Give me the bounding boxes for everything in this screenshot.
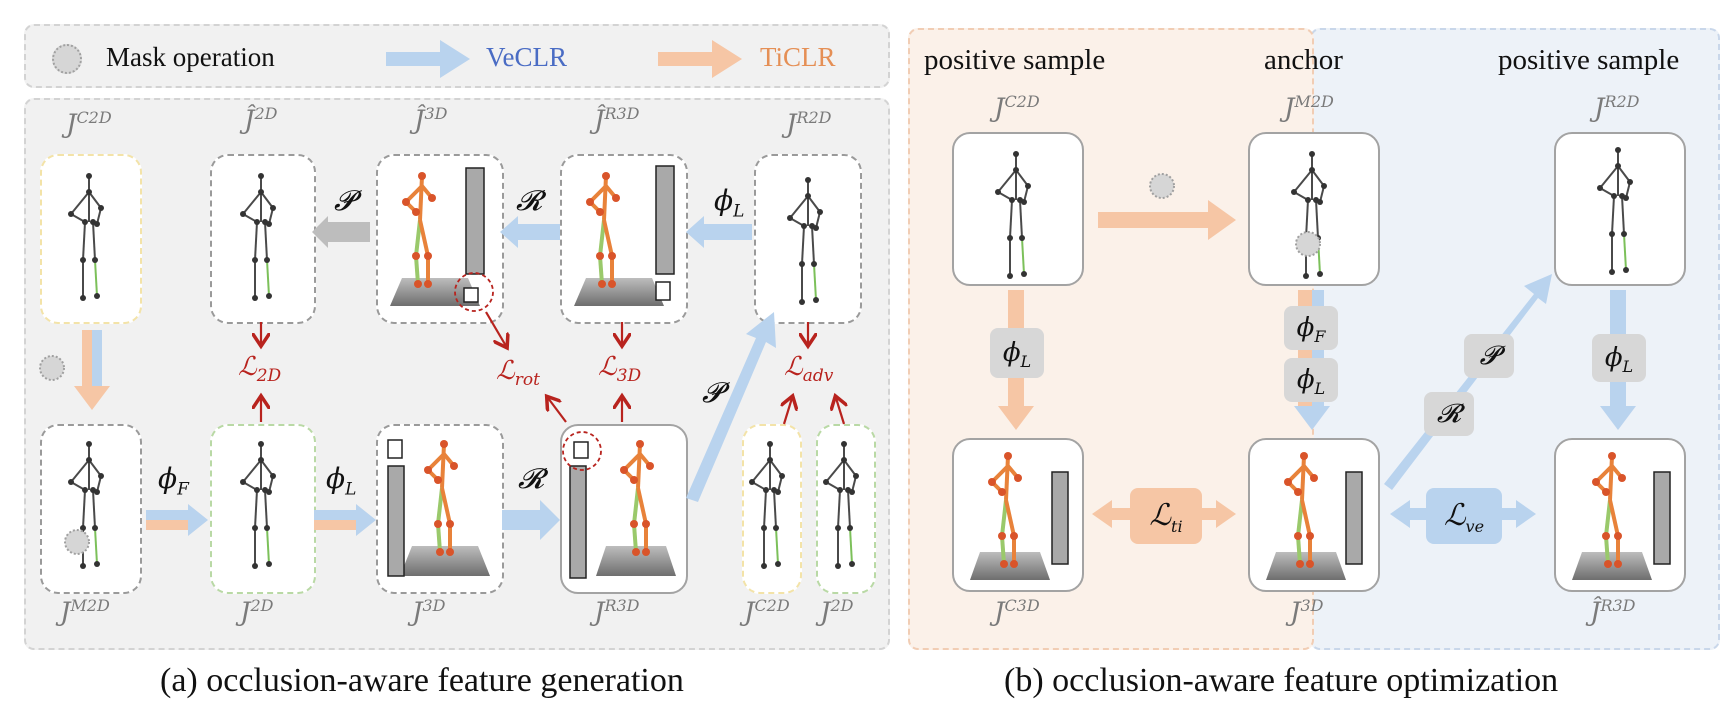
skeleton-a-2d <box>239 440 277 570</box>
arrow-phif-orange <box>146 520 190 530</box>
arrow-phil-blue <box>314 510 358 520</box>
loss-adv: ℒadv <box>784 352 834 387</box>
mask-icon-b <box>1149 173 1175 199</box>
arrow-rot-top <box>500 216 560 248</box>
arrow-ladv-left <box>784 398 792 425</box>
label-a-bottom-m2d: JM2D <box>60 596 110 628</box>
loss-ve: ℒve <box>1426 488 1502 544</box>
tag-b-phil-center: ϕL <box>1284 358 1338 402</box>
node-a-c2d-bottom <box>742 424 802 594</box>
skeleton-b-c2d <box>994 150 1032 280</box>
label-a-top-hat3d: Ĵ3D <box>414 104 448 136</box>
op-proj-diagonal: 𝓟 <box>702 376 723 409</box>
scene-b-3d <box>1266 450 1363 580</box>
arrow-phil-top <box>686 216 752 248</box>
node-a-hat-2d <box>210 154 316 324</box>
legend-ticlr-arrow <box>658 40 742 78</box>
label-a-top-hat2d: Ĵ2D <box>244 104 278 136</box>
arrow-phil-head <box>356 504 376 536</box>
label-a-bottom-r3d: JR3D <box>594 596 640 628</box>
scene-b-c3d <box>970 450 1069 580</box>
label-a-bottom-2d-right: J2D <box>820 596 854 628</box>
arrow-b-right-head <box>1600 406 1636 430</box>
label-a-bottom-2d: J2D <box>240 596 274 628</box>
tag-b-phil-left: ϕL <box>990 328 1044 378</box>
scene-a-r3d <box>562 431 676 579</box>
arrow-phif-blue <box>146 510 190 520</box>
loss-3d: ℒ3D <box>598 352 642 387</box>
tag-b-phil-right: ϕL <box>1592 334 1646 382</box>
loss-rot: ℒrot <box>496 356 540 391</box>
scene-a-hatr3d <box>574 165 675 306</box>
heading-b-left: positive sample <box>924 44 1106 76</box>
caption-b: (b) occlusion-aware feature optimization <box>1004 662 1559 699</box>
label-b-bottom-hatr3d: ĴR3D <box>1590 596 1636 628</box>
label-b-bottom-c3d: JC3D <box>994 596 1040 628</box>
legend-mask-label: Mask operation <box>106 42 275 72</box>
skeleton-a-2d-bottom <box>822 440 860 570</box>
node-b-m2d <box>1248 132 1380 286</box>
label-b-top-r2d: JR2D <box>1594 92 1640 124</box>
heading-b-center: anchor <box>1264 44 1343 76</box>
heading-b-right: positive sample <box>1498 44 1680 76</box>
label-a-top-c2d: JC2D <box>66 108 112 140</box>
arrow-mask-blue <box>92 330 102 388</box>
scene-a-3d <box>387 438 490 577</box>
skeleton-a-r2d <box>786 176 824 306</box>
mask-icon-a <box>39 355 65 381</box>
tag-b-phif-center: ϕF <box>1284 306 1338 350</box>
skeleton-b-m2d <box>1290 150 1328 280</box>
op-phil-top: ϕL <box>714 184 745 222</box>
skeleton-a-hat2d <box>239 172 277 302</box>
caption-a: (a) occlusion-aware feature generation <box>160 662 684 699</box>
skeleton-a-c2d-bottom <box>748 440 786 570</box>
mask-icon <box>52 44 82 74</box>
op-phif-bottom: ϕF <box>158 462 189 500</box>
ticlr-legend-label: TiCLR <box>760 42 836 72</box>
arrow-b-left-head <box>998 406 1034 430</box>
arrow-b-mask <box>1098 200 1236 240</box>
arrow-phil-orange <box>314 520 358 530</box>
node-a-m2d <box>40 424 142 594</box>
node-b-r2d <box>1554 132 1686 286</box>
label-a-top-r2d: JR2D <box>786 108 832 140</box>
arrow-lrot-up <box>548 398 567 423</box>
scene-a-hat3d <box>390 167 494 312</box>
label-a-bottom-c2d: JC2D <box>744 596 790 628</box>
label-b-bottom-3d: J3D <box>1290 596 1324 628</box>
loss-2d: ℒ2D <box>238 352 282 387</box>
label-b-top-m2d: JM2D <box>1284 92 1334 124</box>
arrow-lrot-down <box>485 311 506 346</box>
op-rot-top: 𝓡 <box>516 184 543 217</box>
node-b-c2d <box>952 132 1084 286</box>
arrow-phif-head <box>188 504 208 536</box>
node-a-c2d-top <box>40 154 142 324</box>
skeleton-a-c2d <box>67 172 105 302</box>
tag-b-proj: 𝓟 <box>1464 334 1514 378</box>
tag-b-rot: 𝓡 <box>1424 392 1474 436</box>
label-b-top-c2d: JC2D <box>994 92 1040 124</box>
arrow-b-center-head <box>1294 406 1330 430</box>
label-a-bottom-3d: J3D <box>412 596 446 628</box>
node-a-2d-bottom <box>816 424 876 594</box>
arrow-b-diagonal <box>1384 274 1552 490</box>
arrow-ladv-right <box>836 398 844 425</box>
arrow-mask-head <box>74 386 110 410</box>
arrow-proj-shaft <box>328 222 370 242</box>
scene-b-hatr3d <box>1572 450 1671 580</box>
veclr-legend-label: VeCLR <box>486 42 567 72</box>
arrow-rot-bottom <box>502 500 560 540</box>
op-proj-top: 𝓟 <box>334 184 355 217</box>
legend-veclr-arrow <box>386 40 470 78</box>
skeleton-a-m2d <box>64 440 105 570</box>
loss-ti: ℒti <box>1130 488 1202 544</box>
op-rot-bottom: 𝓡 <box>518 462 545 495</box>
node-a-2d <box>210 424 316 594</box>
skeleton-b-r2d <box>1596 146 1634 276</box>
arrow-proj-diagonal <box>686 312 776 502</box>
op-phil-bottom: ϕL <box>326 462 357 500</box>
label-a-top-hatr3d: ĴR3D <box>594 104 640 136</box>
